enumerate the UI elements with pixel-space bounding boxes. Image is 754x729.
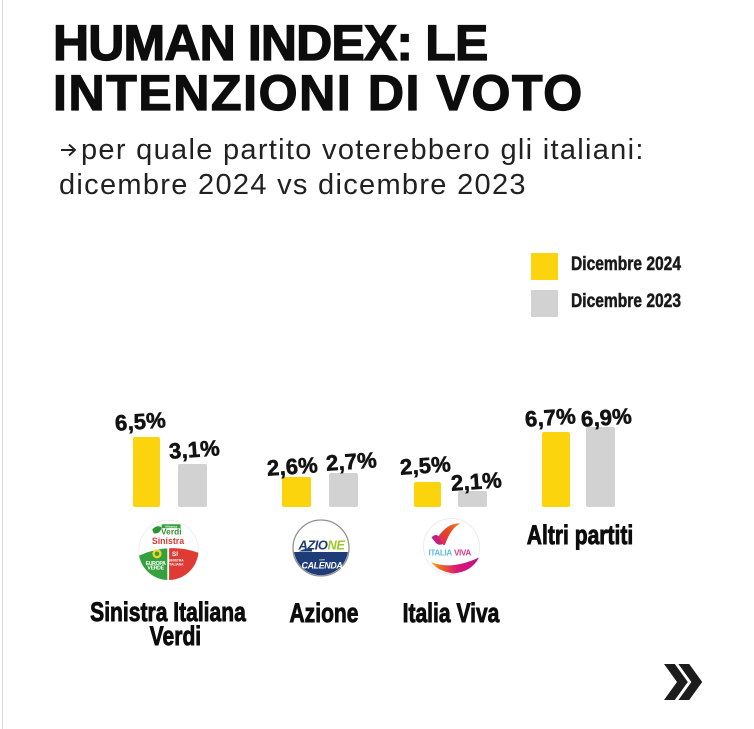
svg-text:SI: SI (172, 551, 178, 558)
svg-text:ITALIANA: ITALIANA (168, 562, 184, 566)
svg-text:EUROPA: EUROPA (146, 561, 167, 567)
svg-text:Sinistra: Sinistra (152, 536, 184, 546)
svg-text:ITALIA: ITALIA (429, 549, 453, 558)
svg-text:Verdi: Verdi (161, 527, 181, 537)
svg-text:VIVA: VIVA (454, 549, 471, 558)
svg-text:Alleanza: Alleanza (165, 524, 178, 528)
svg-text:CALENDA: CALENDA (302, 561, 343, 571)
svg-text:SINISTRA: SINISTRA (168, 559, 184, 563)
svg-text:con: con (319, 558, 325, 562)
svg-text:VERDE: VERDE (147, 566, 164, 572)
svg-text:AZIONE: AZIONE (298, 538, 346, 553)
